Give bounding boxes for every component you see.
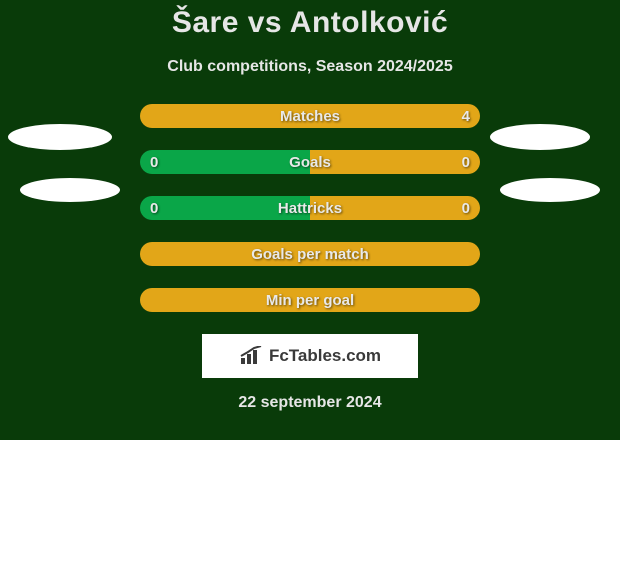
stat-bar-right — [140, 104, 480, 128]
stat-row: Hattricks00 — [140, 196, 480, 220]
stat-row: Matches4 — [140, 104, 480, 128]
brand-text: FcTables.com — [269, 346, 381, 366]
stat-row: Goals00 — [140, 150, 480, 174]
page-title: Šare vs Antolković — [0, 6, 620, 40]
stat-bar-left — [140, 150, 310, 174]
stat-row: Goals per match — [140, 242, 480, 266]
background-bottom — [0, 440, 620, 580]
page-subtitle: Club competitions, Season 2024/2025 — [0, 58, 620, 76]
stat-bar-right — [310, 196, 480, 220]
stat-row: Min per goal — [140, 288, 480, 312]
stat-bars: Matches4 Goals00 Hattricks00 Goals per matc… — [140, 104, 480, 312]
comparison-card: Šare vs Antolković Club competitions, Se… — [0, 0, 620, 412]
bar-chart-icon — [239, 346, 263, 366]
stat-bar-right — [140, 242, 480, 266]
stat-bar-left — [140, 196, 310, 220]
field-ellipse — [20, 178, 120, 202]
stat-bar-right — [310, 150, 480, 174]
brand-box: FcTables.com — [202, 334, 418, 378]
field-ellipse — [8, 124, 112, 150]
stat-bar-right — [140, 288, 480, 312]
field-ellipse — [500, 178, 600, 202]
field-ellipse — [490, 124, 590, 150]
date-text: 22 september 2024 — [0, 394, 620, 412]
